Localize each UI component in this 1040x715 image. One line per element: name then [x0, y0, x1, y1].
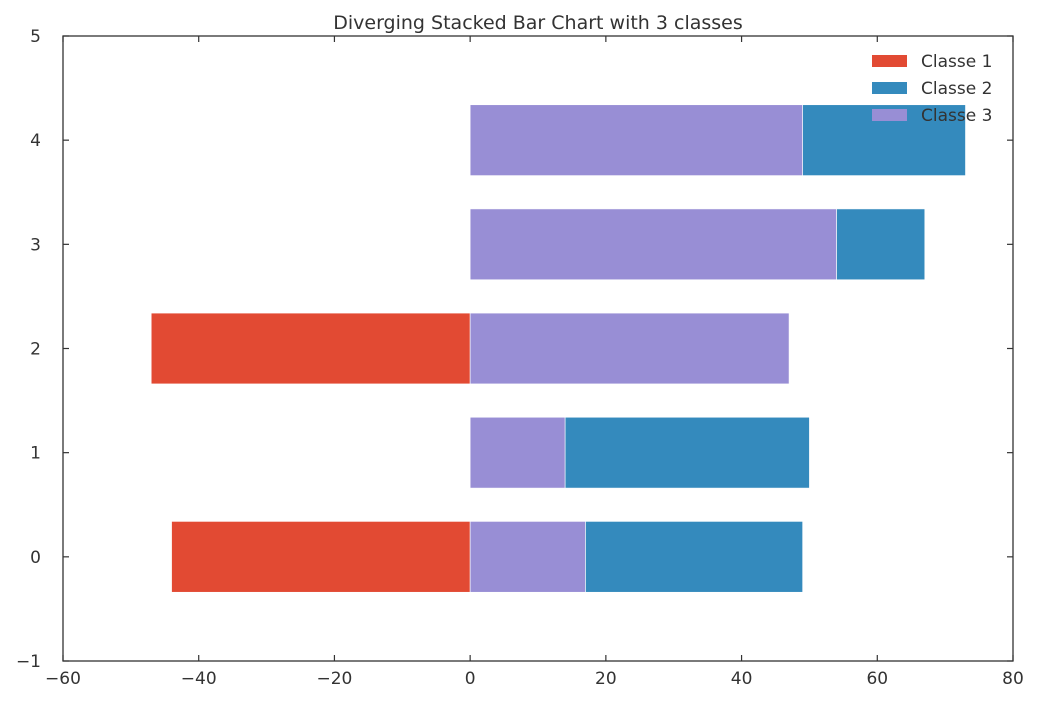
- legend-label: Classe 1: [921, 52, 992, 72]
- bar-classe-3-3: [469, 208, 837, 281]
- bar-classe-3-1: [469, 416, 566, 489]
- bar-classe-1-2: [150, 312, 471, 385]
- ticks-layer: −60 −40 −20 0 20 40 60 80 −1 0 1 2 3 4 5: [16, 27, 1024, 689]
- bars-layer: [150, 104, 966, 593]
- x-tick-label: 80: [1002, 669, 1024, 689]
- bar-classe-3-2: [469, 312, 790, 385]
- x-tick-label: −60: [45, 669, 81, 689]
- bar-classe-3-4: [469, 104, 803, 176]
- x-tick-label: −40: [181, 669, 217, 689]
- bar-classe-1-0: [171, 521, 471, 593]
- legend-label: Classe 2: [921, 79, 992, 99]
- x-tick-label: 40: [731, 669, 753, 689]
- bar-classe-2-1: [564, 416, 810, 489]
- y-tick-label: 4: [30, 131, 41, 151]
- y-tick-label: 5: [30, 27, 41, 47]
- bar-classe-3-0: [469, 521, 586, 593]
- y-tick-label: 1: [30, 444, 41, 464]
- legend-swatch: [872, 55, 907, 67]
- x-tick-label: 20: [595, 669, 617, 689]
- legend-swatch: [872, 82, 907, 94]
- legend-swatch: [872, 109, 907, 121]
- y-tick-label: 0: [30, 548, 41, 568]
- chart-title: Diverging Stacked Bar Chart with 3 class…: [333, 12, 743, 34]
- y-tick-label: −1: [16, 652, 41, 672]
- y-tick-label: 3: [30, 235, 41, 255]
- bar-classe-2-0: [585, 521, 803, 593]
- x-tick-label: 60: [866, 669, 888, 689]
- legend: Classe 1 Classe 2 Classe 3: [872, 52, 992, 126]
- x-tick-label: −20: [316, 669, 352, 689]
- bar-classe-2-3: [836, 208, 926, 281]
- legend-label: Classe 3: [921, 106, 992, 126]
- x-tick-label: 0: [465, 669, 476, 689]
- y-tick-label: 2: [30, 340, 41, 360]
